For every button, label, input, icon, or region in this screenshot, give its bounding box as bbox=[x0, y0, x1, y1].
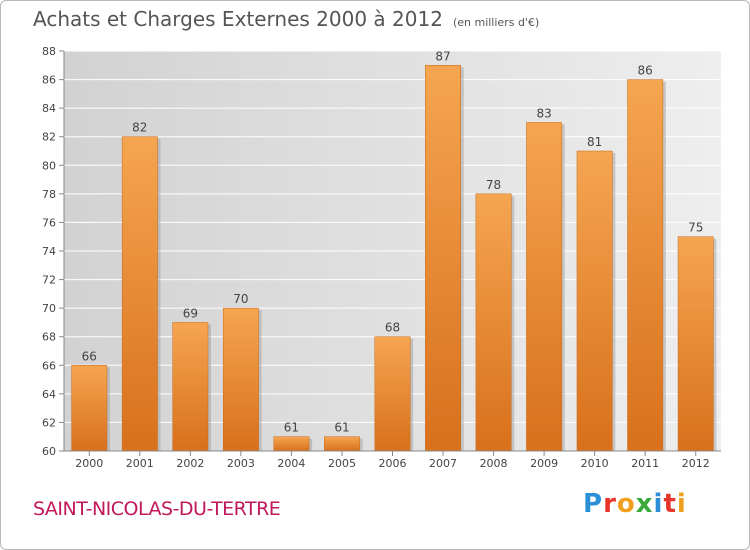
data-label: 86 bbox=[638, 64, 653, 78]
bar bbox=[677, 236, 714, 452]
y-tick-label: 82 bbox=[42, 131, 56, 144]
data-label: 68 bbox=[385, 321, 400, 335]
bar bbox=[121, 136, 158, 452]
x-tick-label: 2012 bbox=[682, 457, 710, 470]
data-label: 75 bbox=[688, 221, 703, 235]
x-tick-label: 2001 bbox=[126, 457, 154, 470]
bar bbox=[627, 79, 664, 452]
data-label: 83 bbox=[536, 106, 551, 120]
bar bbox=[324, 436, 360, 452]
logo-letter: x bbox=[635, 489, 654, 519]
x-tick-label: 2006 bbox=[379, 457, 407, 470]
y-tick-label: 74 bbox=[42, 245, 56, 258]
bar bbox=[222, 307, 259, 452]
logo-letter: i bbox=[653, 489, 664, 519]
x-tick-label: 2008 bbox=[480, 457, 508, 470]
x-tick-label: 2011 bbox=[631, 457, 659, 470]
logo-letter: t bbox=[663, 489, 677, 519]
x-tick-label: 2002 bbox=[176, 457, 204, 470]
y-tick-label: 62 bbox=[42, 416, 56, 429]
y-tick-label: 80 bbox=[42, 159, 56, 172]
y-tick-label: 64 bbox=[42, 388, 56, 401]
y-tick-label: 84 bbox=[42, 102, 56, 115]
chart-subtitle: (en milliers d'€) bbox=[452, 16, 540, 29]
y-tick-label: 78 bbox=[42, 188, 56, 201]
data-label: 66 bbox=[82, 349, 97, 363]
y-tick-label: 86 bbox=[42, 74, 56, 87]
bar bbox=[526, 122, 563, 452]
data-label: 61 bbox=[284, 421, 299, 435]
data-label: 78 bbox=[486, 178, 501, 192]
data-label: 87 bbox=[435, 49, 450, 63]
logo-letter: r bbox=[603, 489, 617, 519]
x-tick-label: 2007 bbox=[429, 457, 457, 470]
logo-letter: P bbox=[583, 489, 604, 519]
y-tick-label: 76 bbox=[42, 216, 56, 229]
data-label: 81 bbox=[587, 135, 602, 149]
y-tick-label: 72 bbox=[42, 274, 56, 287]
data-label: 61 bbox=[334, 421, 349, 435]
data-label: 70 bbox=[233, 292, 248, 306]
y-tick-label: 66 bbox=[42, 359, 56, 372]
data-label: 82 bbox=[132, 121, 147, 135]
proxiti-logo[interactable]: Proxiti bbox=[583, 489, 687, 519]
chart-title: Achats et Charges Externes 2000 à 2012 (e… bbox=[33, 7, 539, 31]
logo-letter: o bbox=[616, 489, 636, 519]
logo-letter: i bbox=[676, 489, 687, 519]
bar bbox=[374, 336, 411, 452]
commune-name: SAINT-NICOLAS-DU-TERTRE bbox=[33, 498, 281, 520]
bar bbox=[172, 322, 209, 452]
y-tick-label: 88 bbox=[42, 45, 56, 58]
y-tick-label: 60 bbox=[42, 445, 56, 458]
x-tick-label: 2004 bbox=[277, 457, 305, 470]
y-tick-label: 68 bbox=[42, 331, 56, 344]
bar bbox=[71, 365, 108, 452]
y-tick-label: 70 bbox=[42, 302, 56, 315]
data-label: 69 bbox=[183, 306, 198, 320]
bar bbox=[576, 150, 613, 452]
chart-title-text: Achats et Charges Externes 2000 à 2012 bbox=[33, 7, 443, 31]
x-tick-label: 2005 bbox=[328, 457, 356, 470]
bar bbox=[475, 193, 512, 452]
x-tick-label: 2010 bbox=[581, 457, 609, 470]
x-tick-label: 2000 bbox=[75, 457, 103, 470]
bar bbox=[425, 65, 461, 452]
bar bbox=[273, 436, 310, 452]
x-tick-label: 2009 bbox=[530, 457, 558, 470]
x-tick-label: 2003 bbox=[227, 457, 255, 470]
